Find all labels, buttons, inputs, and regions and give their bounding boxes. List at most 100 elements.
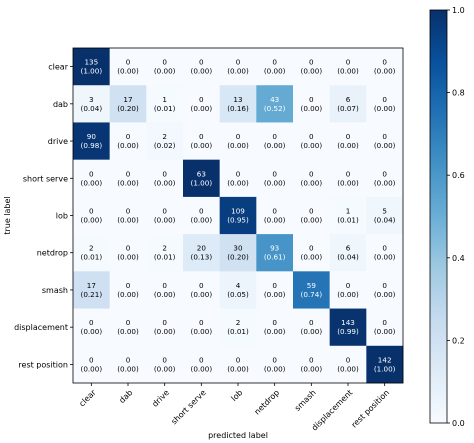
heatmap-cell [146,122,184,160]
heatmap-cell [366,234,404,272]
heatmap-cell [219,271,257,309]
cell-count-label: 20 [197,244,207,253]
cell-ratio-label: (0.00) [191,141,213,150]
cell-ratio-label: (0.01) [154,104,176,113]
cell-ratio-label: (0.00) [301,327,323,336]
heatmap-cell [293,196,330,235]
cell-ratio-label: (0.00) [227,364,249,373]
cell-count-label: 0 [162,318,167,327]
cell-ratio-label: (1.00) [81,67,103,76]
cell-ratio-label: (0.99) [337,327,359,336]
heatmap-cell [329,234,367,272]
cell-ratio-label: (0.00) [117,364,139,373]
x-tick-label: netdrop [253,388,281,416]
cell-count-label: 0 [346,281,351,290]
cell-count-label: 0 [236,355,241,364]
cell-ratio-label: (0.00) [337,141,359,150]
cell-count-label: 0 [309,95,314,104]
cell-ratio-label: (0.00) [154,327,176,336]
cell-count-label: 0 [272,58,277,67]
cell-count-label: 2 [89,244,94,253]
heatmap-cell [366,345,404,384]
cell-ratio-label: (1.00) [374,364,396,373]
cell-count-label: 0 [199,207,204,216]
cell-count-label: 0 [199,58,204,67]
cell-count-label: 0 [236,169,241,178]
y-tick-label: smash [42,286,68,295]
cell-count-label: 0 [236,132,241,141]
cell-count-label: 17 [123,95,132,104]
cell-count-label: 142 [378,355,392,364]
cell-count-label: 0 [126,58,131,67]
heatmap-cell [109,308,147,347]
cell-ratio-label: (0.00) [374,141,396,150]
cell-count-label: 109 [231,207,245,216]
heatmap-cell [219,234,257,272]
heatmap-cell [329,308,367,347]
heatmap-cell [256,196,294,235]
cell-ratio-label: (0.00) [154,290,176,299]
cell-count-label: 5 [382,207,387,216]
heatmap-cell [256,159,294,198]
cell-ratio-label: (0.00) [264,141,286,150]
heatmap-cell [329,85,367,123]
heatmap-cell [256,308,294,347]
heatmap-cell [293,271,330,309]
cell-count-label: 90 [87,132,97,141]
cell-count-label: 63 [197,169,206,178]
cell-ratio-label: (0.00) [301,178,323,187]
cell-count-label: 0 [272,132,277,141]
cell-ratio-label: (0.20) [117,104,139,113]
cell-ratio-label: (0.00) [154,216,176,225]
y-axis-ticks: clear dab drive short serve lob netdrop smash d… [14,63,73,369]
cell-count-label: 0 [382,132,387,141]
cell-count-label: 0 [309,132,314,141]
heatmap-cell [109,271,147,309]
colorbar-tick-label: 1.0 [452,6,465,15]
heatmap-cell [146,196,184,235]
heatmap-cell [366,48,404,86]
heatmap-cell [73,345,110,384]
cell-count-label: 0 [346,169,351,178]
x-tick-label: rest position [350,388,391,429]
cell-count-label: 0 [309,58,314,67]
colorbar-tick-label: 0.8 [452,89,465,98]
cell-count-label: 0 [126,169,131,178]
cell-count-label: 0 [89,355,94,364]
x-tick-label: drive [150,388,171,409]
heatmap-cell [183,308,220,347]
heatmap-cell [256,122,294,160]
cell-count-label: 6 [346,95,351,104]
cell-ratio-label: (0.00) [264,327,286,336]
cell-count-label: 0 [382,318,387,327]
cell-count-label: 30 [233,244,243,253]
cell-count-label: 0 [382,95,387,104]
heatmap-cell-labels: 135(1.00)0(0.00)0(0.00)0(0.00)0(0.00)0(0… [81,58,396,374]
heatmap-cell [73,234,110,272]
heatmap-cell [329,122,367,160]
cell-count-label: 13 [233,95,242,104]
cell-count-label: 1 [162,95,167,104]
heatmap-cell [329,48,367,86]
cell-ratio-label: (0.95) [227,216,249,225]
heatmap-cell [293,122,330,160]
cell-ratio-label: (0.00) [227,178,249,187]
cell-count-label: 17 [87,281,96,290]
cell-count-label: 0 [126,244,131,253]
cell-count-label: 0 [89,169,94,178]
cell-ratio-label: (0.00) [264,216,286,225]
cell-ratio-label: (0.01) [227,327,249,336]
heatmap-cell [183,85,220,123]
cell-count-label: 0 [309,318,314,327]
cell-ratio-label: (0.00) [374,178,396,187]
cell-ratio-label: (0.98) [81,141,103,150]
cell-ratio-label: (0.00) [264,67,286,76]
cell-ratio-label: (0.00) [374,253,396,262]
heatmap-cell [146,85,184,123]
cell-count-label: 0 [272,355,277,364]
cell-ratio-label: (0.13) [191,253,213,262]
cell-ratio-label: (0.74) [301,290,323,299]
cell-ratio-label: (0.00) [81,327,103,336]
cell-ratio-label: (0.00) [154,178,176,187]
cell-ratio-label: (0.04) [81,104,103,113]
